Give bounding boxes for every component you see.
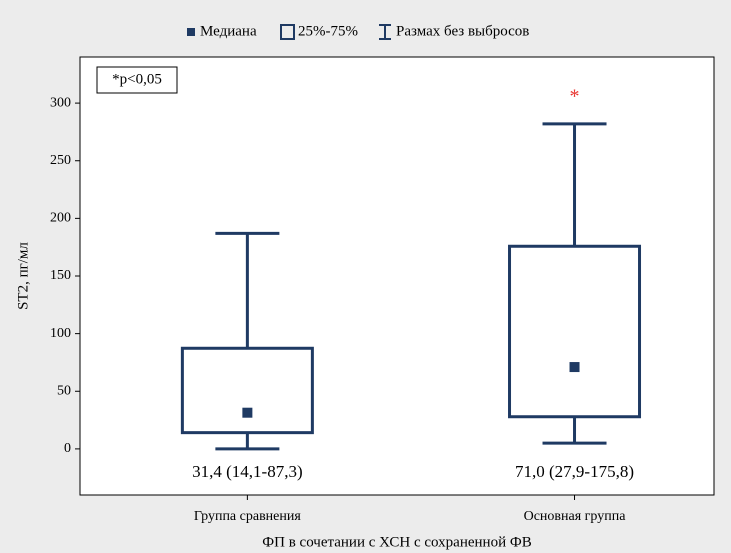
y-tick-label: 0 [64,441,71,456]
y-tick-label: 250 [50,153,71,168]
y-tick-label: 50 [57,383,71,398]
legend-label: Размах без выбросов [396,23,529,39]
box-label: 71,0 (27,9-175,8) [515,462,634,481]
median [242,407,253,418]
significance-marker: * [570,85,580,107]
y-tick-label: 150 [50,268,71,283]
note: *p<0,05 [112,71,162,87]
legend-median-icon [187,28,195,36]
legend-label: Медиана [200,23,257,39]
y-axis-label: ST2, пг/мл [15,242,31,310]
y-tick-label: 200 [50,211,71,226]
x-axis-label: ФП в сочетании с ХСН с сохраненной ФВ [262,534,531,550]
x-tick-label: Основная группа [524,509,627,524]
legend-box-icon [280,24,295,40]
box [180,346,314,435]
y-tick-label: 300 [50,95,71,110]
legend-label: 25%-75% [298,23,358,39]
box-label: 31,4 (14,1-87,3) [192,462,302,481]
y-tick-label: 100 [50,326,71,341]
median [569,362,580,373]
note-box [96,66,178,94]
legend-whisker-icon [379,24,391,40]
box [508,244,642,419]
x-tick-label: Группа сравнения [194,509,301,524]
plot-area [79,56,715,496]
